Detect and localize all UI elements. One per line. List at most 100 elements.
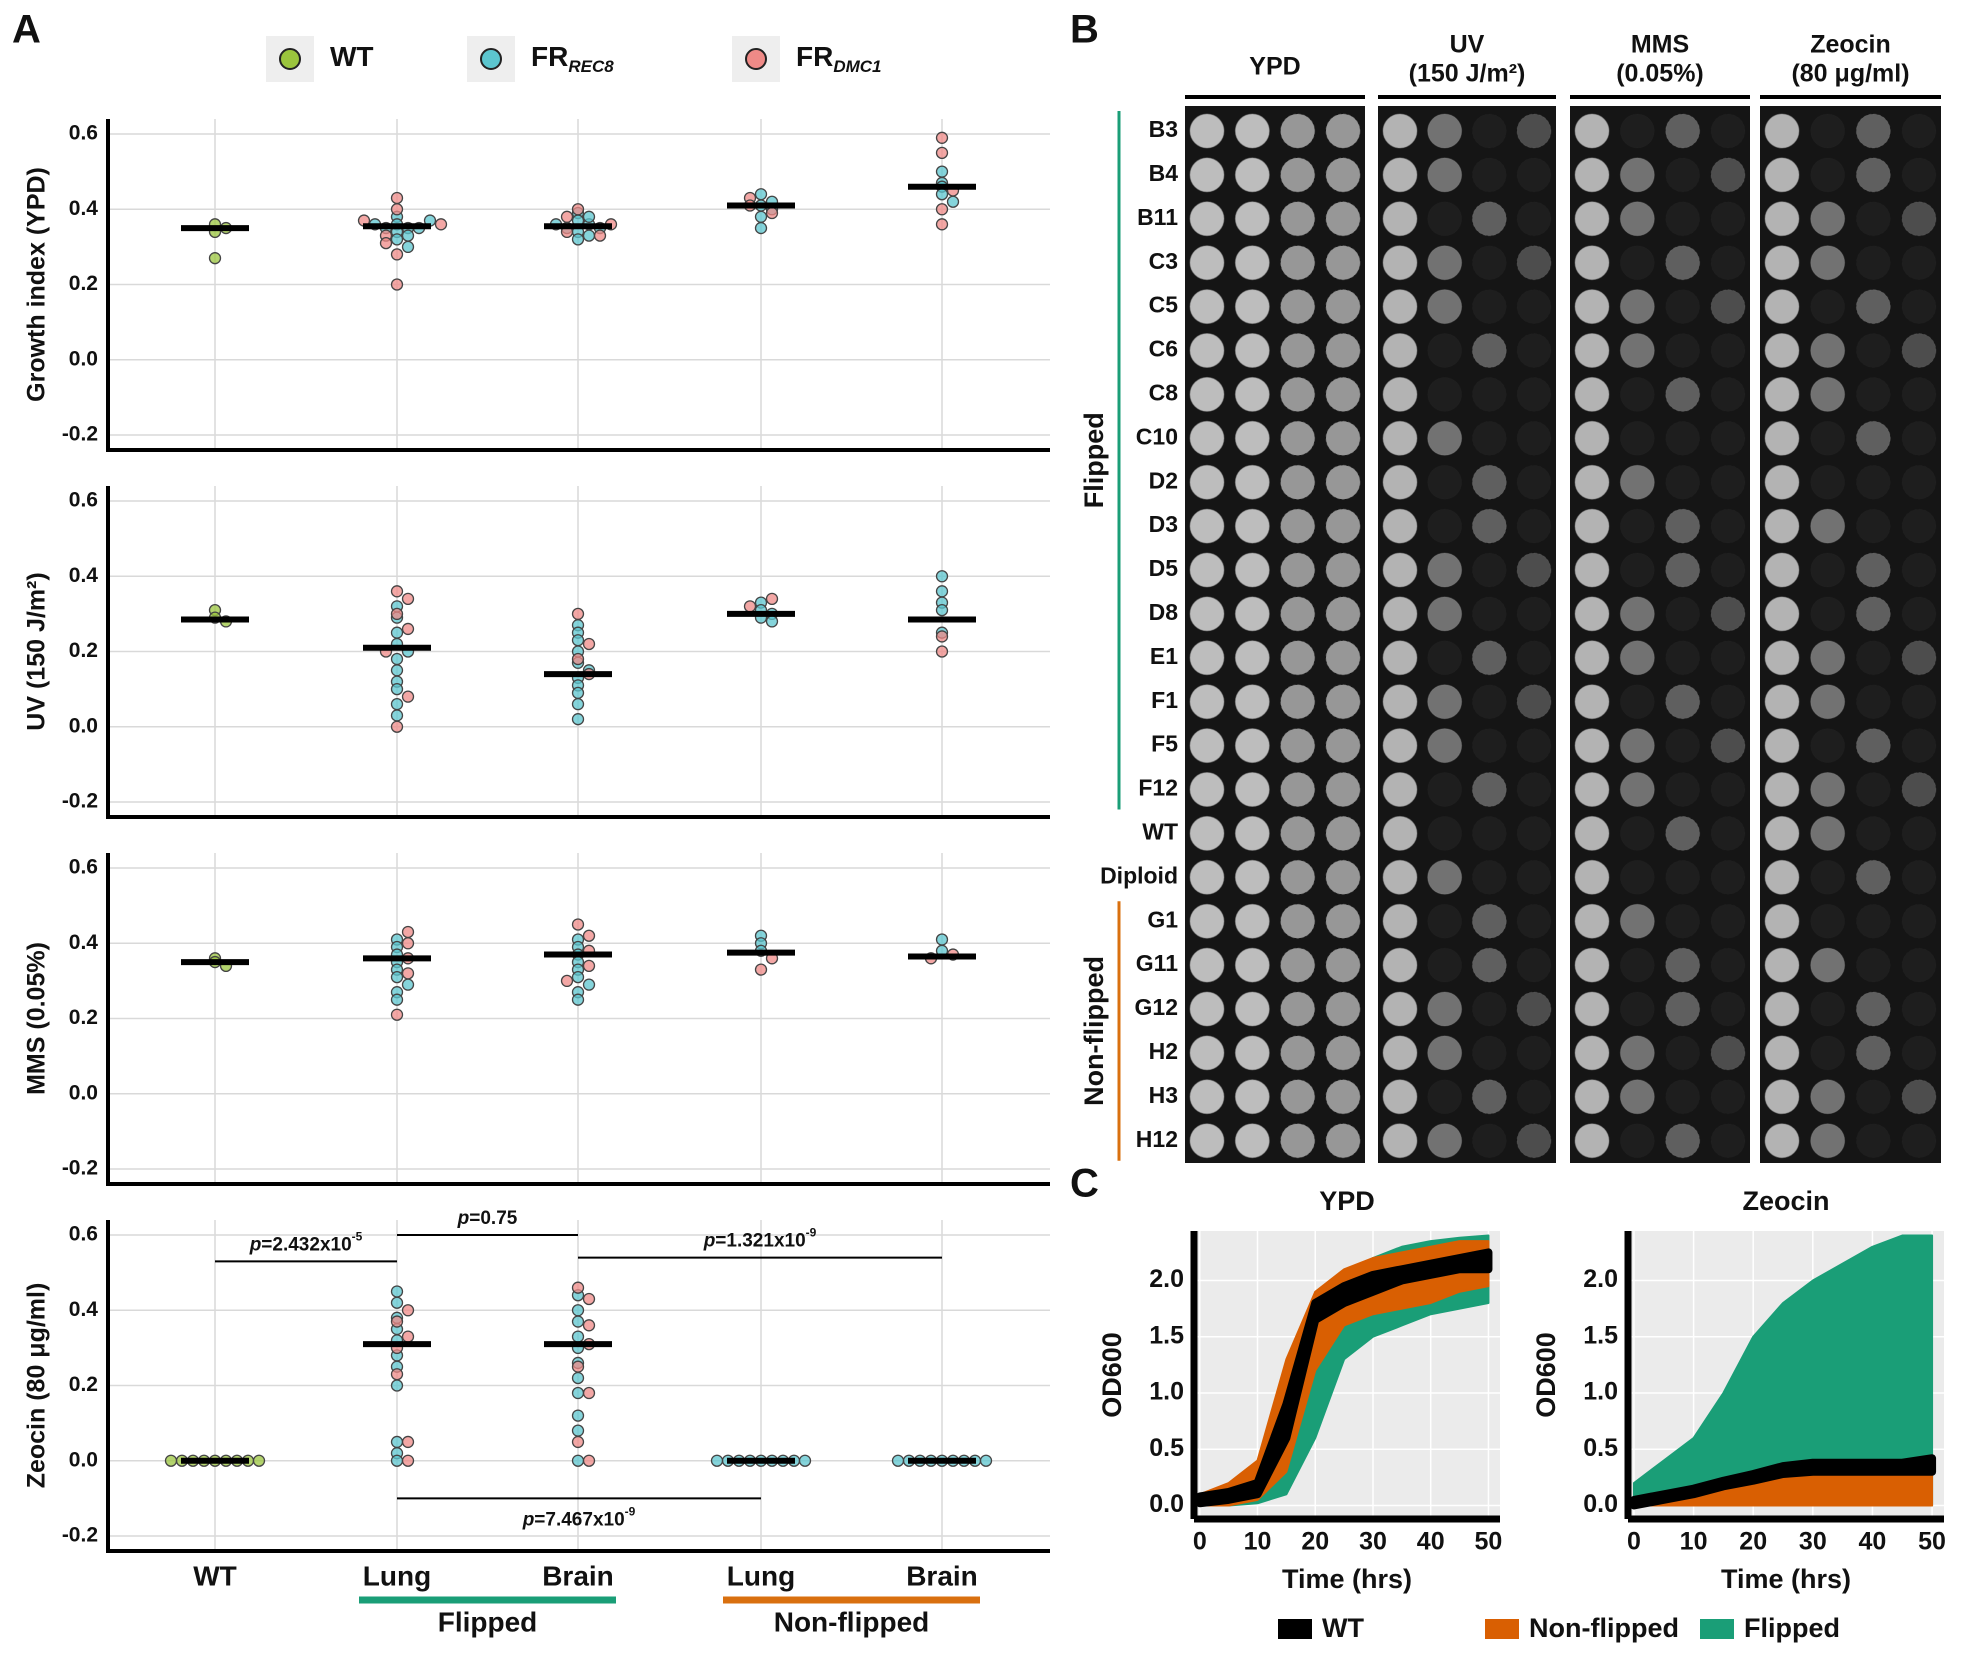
spot [1665, 991, 1701, 1027]
spot [1382, 728, 1418, 764]
spot [1325, 508, 1361, 544]
data-point [571, 1330, 585, 1343]
spot [1710, 728, 1746, 764]
spot [1382, 157, 1418, 193]
spot [1764, 552, 1800, 588]
x-tick-label: 40 [1417, 1528, 1445, 1556]
spot [1325, 333, 1361, 368]
y-tick-label: 0.2 [69, 1373, 98, 1396]
spot [1711, 201, 1745, 236]
y-tick-label: 0.6 [69, 1223, 98, 1246]
spot [1280, 289, 1316, 325]
y-tick-label: -0.2 [62, 1157, 98, 1180]
p-value: p=1.321x10-9 [703, 1226, 817, 1252]
spot [1382, 1079, 1418, 1115]
spot [1517, 377, 1551, 412]
data-point [390, 607, 404, 621]
y-tick-label: 1.5 [1583, 1321, 1618, 1349]
y-axis-title: OD600 [1097, 1332, 1127, 1418]
spot [1810, 465, 1845, 500]
spot [1665, 1079, 1700, 1114]
p-text: =1.321x10 [715, 1231, 805, 1252]
data-point [390, 1296, 404, 1309]
spot [1620, 948, 1655, 983]
spot [1517, 1079, 1551, 1114]
data-point [390, 720, 404, 733]
spot [1665, 245, 1701, 281]
spot [1471, 508, 1507, 544]
y-tick-label: 0.0 [69, 714, 98, 737]
spot [1325, 1035, 1361, 1071]
data-point [379, 236, 393, 250]
data-point [571, 1435, 585, 1449]
x-tick-label: 40 [1859, 1528, 1887, 1556]
spot [1574, 991, 1610, 1027]
spot [1574, 815, 1610, 851]
spot [1711, 421, 1745, 456]
spot [1325, 815, 1361, 851]
x-tick-label: Brain [906, 1560, 978, 1591]
panel-label: A [12, 8, 41, 52]
data-point [571, 1409, 585, 1422]
spot [1234, 552, 1270, 588]
spot [1665, 684, 1701, 720]
data-point [401, 925, 415, 939]
spot [1902, 289, 1936, 324]
spot [1234, 201, 1270, 237]
spot [1620, 684, 1655, 719]
spot [1382, 859, 1418, 895]
spot [1619, 289, 1655, 325]
spot [1517, 640, 1551, 675]
spot [1471, 1079, 1507, 1115]
spot [1280, 508, 1316, 544]
spot [1665, 421, 1700, 456]
spot [1189, 1079, 1225, 1115]
spot [1325, 289, 1361, 325]
spot [1810, 772, 1846, 807]
legend-subscript: DMC1 [833, 57, 881, 76]
spot [1280, 640, 1316, 676]
spot [1665, 552, 1701, 588]
spot [1427, 948, 1462, 983]
spot [1574, 113, 1610, 149]
data-point [765, 615, 779, 628]
data-point [401, 1454, 415, 1467]
spot [1764, 772, 1800, 807]
x-axis-title: Time (hrs) [1282, 1564, 1412, 1594]
data-point [401, 1330, 415, 1343]
spot [1427, 377, 1462, 412]
spot [1856, 772, 1891, 807]
data-point [582, 929, 596, 942]
data-point [571, 918, 585, 931]
spot [1764, 640, 1800, 676]
spot [1471, 772, 1507, 807]
data-point [390, 203, 404, 216]
data-point [582, 978, 596, 991]
spot [1665, 333, 1700, 368]
spot [1472, 157, 1507, 192]
legend-label: FRREC8 [531, 41, 614, 76]
spot [1901, 640, 1937, 676]
data-point [979, 1454, 993, 1467]
data-point [798, 1454, 812, 1467]
data-point [401, 1435, 415, 1449]
spot [1189, 245, 1225, 281]
spot [1280, 333, 1316, 368]
spot [1517, 465, 1551, 500]
spot [1325, 201, 1361, 237]
spot [1189, 772, 1225, 807]
spot [1472, 1035, 1507, 1070]
spot [1234, 1079, 1270, 1115]
spot [1856, 904, 1891, 939]
spot [1189, 420, 1225, 456]
spot [1764, 728, 1800, 764]
y-tick-label: 0.4 [69, 1298, 99, 1321]
spot [1517, 1035, 1551, 1070]
spot [1517, 421, 1551, 456]
y-tick-label: -0.2 [62, 1524, 98, 1547]
x-tick-label: 20 [1739, 1528, 1767, 1556]
data-point [571, 634, 585, 647]
spot [1427, 596, 1463, 632]
y-tick-label: 0.4 [69, 564, 99, 587]
y-tick-label: 0.0 [69, 1081, 98, 1104]
